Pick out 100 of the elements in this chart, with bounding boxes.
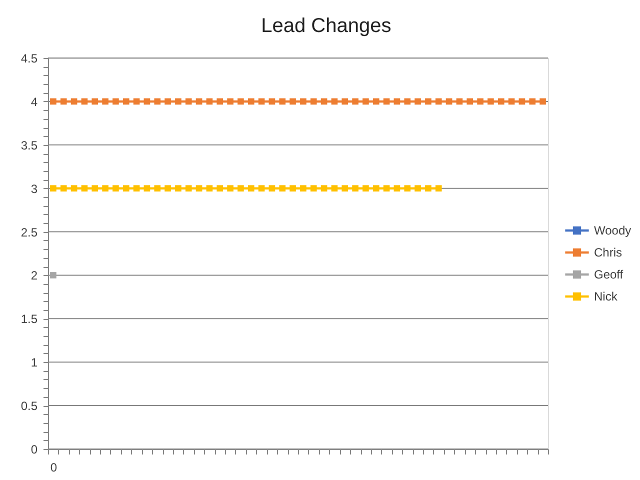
y-tick-label: 3.5 (20, 138, 38, 152)
point (50, 185, 56, 192)
point (258, 185, 265, 192)
point (70, 98, 78, 105)
point (122, 185, 130, 192)
point (92, 98, 98, 105)
point (518, 98, 526, 105)
point (144, 185, 150, 192)
point (60, 185, 67, 192)
point (70, 185, 78, 192)
point (227, 98, 234, 105)
point (279, 98, 286, 105)
point (206, 98, 213, 105)
point (342, 98, 348, 105)
point (362, 98, 369, 105)
point (102, 185, 108, 192)
point (320, 185, 328, 192)
point (227, 185, 234, 192)
point (498, 98, 504, 105)
point (133, 98, 140, 105)
y-tick-label: 2.5 (20, 225, 38, 240)
point (154, 185, 161, 192)
point (102, 98, 108, 105)
point (92, 185, 98, 192)
point (290, 185, 296, 192)
point (144, 98, 150, 105)
point (320, 98, 328, 105)
point (425, 185, 432, 192)
point (331, 185, 338, 192)
point (185, 98, 192, 105)
point (508, 98, 515, 105)
y-tick-label: 1.5 (20, 312, 38, 326)
point (394, 98, 400, 105)
y-tick-label: 3 (30, 182, 38, 196)
point (466, 98, 474, 105)
point (248, 98, 254, 105)
point (258, 98, 265, 105)
legend-label: Geoff (594, 268, 624, 282)
chart-title: Lead Changes (261, 15, 392, 37)
point (133, 185, 140, 192)
point (300, 98, 306, 105)
point (112, 185, 119, 192)
point (216, 98, 224, 105)
point (404, 185, 411, 192)
point (456, 98, 463, 105)
point (175, 185, 182, 192)
point (435, 185, 442, 192)
point (164, 98, 171, 105)
point (122, 98, 130, 105)
point (529, 98, 536, 105)
y-tick-label: 2 (30, 268, 38, 283)
point (414, 98, 421, 105)
point (477, 98, 484, 105)
point (268, 98, 276, 105)
point (372, 98, 380, 105)
point (216, 185, 224, 192)
y-tick-label: 4.5 (20, 52, 38, 66)
point (404, 98, 411, 105)
point (300, 185, 306, 192)
point (248, 185, 254, 192)
point (164, 185, 171, 192)
point (310, 185, 317, 192)
legend-label: Woody (594, 224, 632, 238)
point (540, 98, 546, 105)
point (414, 185, 421, 192)
legend-label: Nick (594, 290, 618, 304)
point (383, 98, 390, 105)
point (342, 185, 348, 192)
point (268, 185, 276, 192)
point (196, 98, 202, 105)
point (279, 185, 286, 192)
point (446, 98, 452, 105)
point (310, 98, 317, 105)
y-tick-label: 0.5 (20, 399, 38, 414)
point (185, 185, 192, 192)
point (112, 98, 119, 105)
y-tick-label: 1 (30, 356, 38, 370)
y-tick-label: 4 (30, 94, 38, 109)
point (238, 98, 244, 105)
point (81, 185, 88, 192)
y-tick-label: 0 (30, 442, 38, 456)
point (352, 185, 358, 192)
point (435, 98, 442, 105)
point (425, 98, 432, 105)
point (394, 185, 400, 192)
point (383, 185, 390, 192)
point (175, 98, 182, 105)
point (81, 98, 88, 105)
point (196, 185, 202, 192)
legend-label: Chris (594, 246, 622, 260)
point (372, 185, 380, 192)
point (238, 185, 244, 192)
point (154, 98, 161, 105)
point (488, 98, 494, 105)
point (352, 98, 358, 105)
point (206, 185, 213, 192)
point (331, 98, 338, 105)
point (50, 98, 56, 105)
point (290, 98, 296, 105)
point (60, 98, 67, 105)
